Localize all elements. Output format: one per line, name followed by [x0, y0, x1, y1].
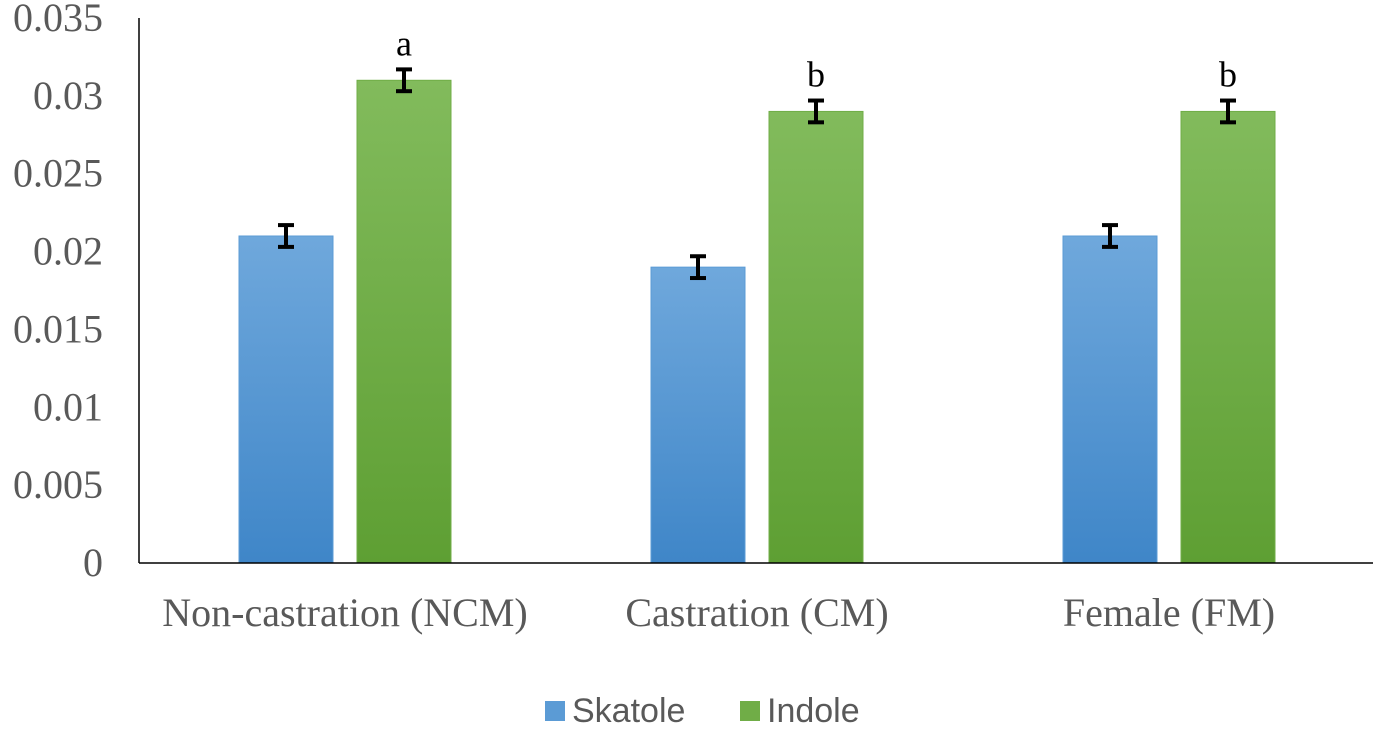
error-bar-indole-2: [1220, 98, 1236, 125]
bars: ab b: [238, 23, 1276, 564]
legend-swatch: [545, 701, 565, 721]
significance-label: b: [807, 55, 825, 95]
error-bar-indole-1: [808, 98, 824, 125]
error-bar-skatole-2: [1102, 223, 1118, 249]
y-tick-label: 0.005: [13, 462, 103, 507]
error-bar-indole-0: [396, 67, 412, 94]
y-tick-label: 0.03: [33, 73, 103, 118]
bar-indole-1: [768, 110, 864, 564]
bar-indole-2: [1180, 110, 1276, 564]
y-tick-label: 0: [83, 540, 103, 585]
significance-label: a: [396, 23, 412, 63]
category-labels: Non-castration (NCM) Castration (CM) Femal…: [162, 590, 1275, 635]
legend-item-indole: Indole: [740, 692, 860, 730]
y-axis-ticks: 0 0.005 0.01 0.015 0.02 0.025 0.03 0.035: [13, 0, 103, 585]
bar-skatole-2: [1062, 235, 1158, 564]
bar-skatole-0: [238, 235, 334, 564]
legend-item-skatole: Skatole: [545, 692, 685, 730]
y-tick-label: 0.035: [13, 0, 103, 40]
error-bar-skatole-1: [690, 254, 706, 281]
error-bar-skatole-0: [278, 223, 294, 249]
y-tick-label: 0.01: [33, 384, 103, 429]
legend-swatch: [740, 701, 760, 721]
category-label: Non-castration (NCM): [162, 590, 527, 635]
bar-indole-0: [356, 79, 452, 564]
y-tick-label: 0.02: [33, 229, 103, 274]
significance-label: b: [1219, 55, 1237, 95]
y-tick-label: 0.015: [13, 306, 103, 351]
category-label: Castration (CM): [625, 590, 888, 635]
legend-label: Indole: [767, 692, 860, 730]
y-tick-label: 0.025: [13, 151, 103, 196]
bar-skatole-1: [650, 266, 746, 564]
legend: Skatole Indole: [545, 692, 860, 730]
axes: [138, 18, 1373, 564]
legend-label: Skatole: [572, 692, 685, 730]
category-label: Female (FM): [1063, 590, 1275, 635]
